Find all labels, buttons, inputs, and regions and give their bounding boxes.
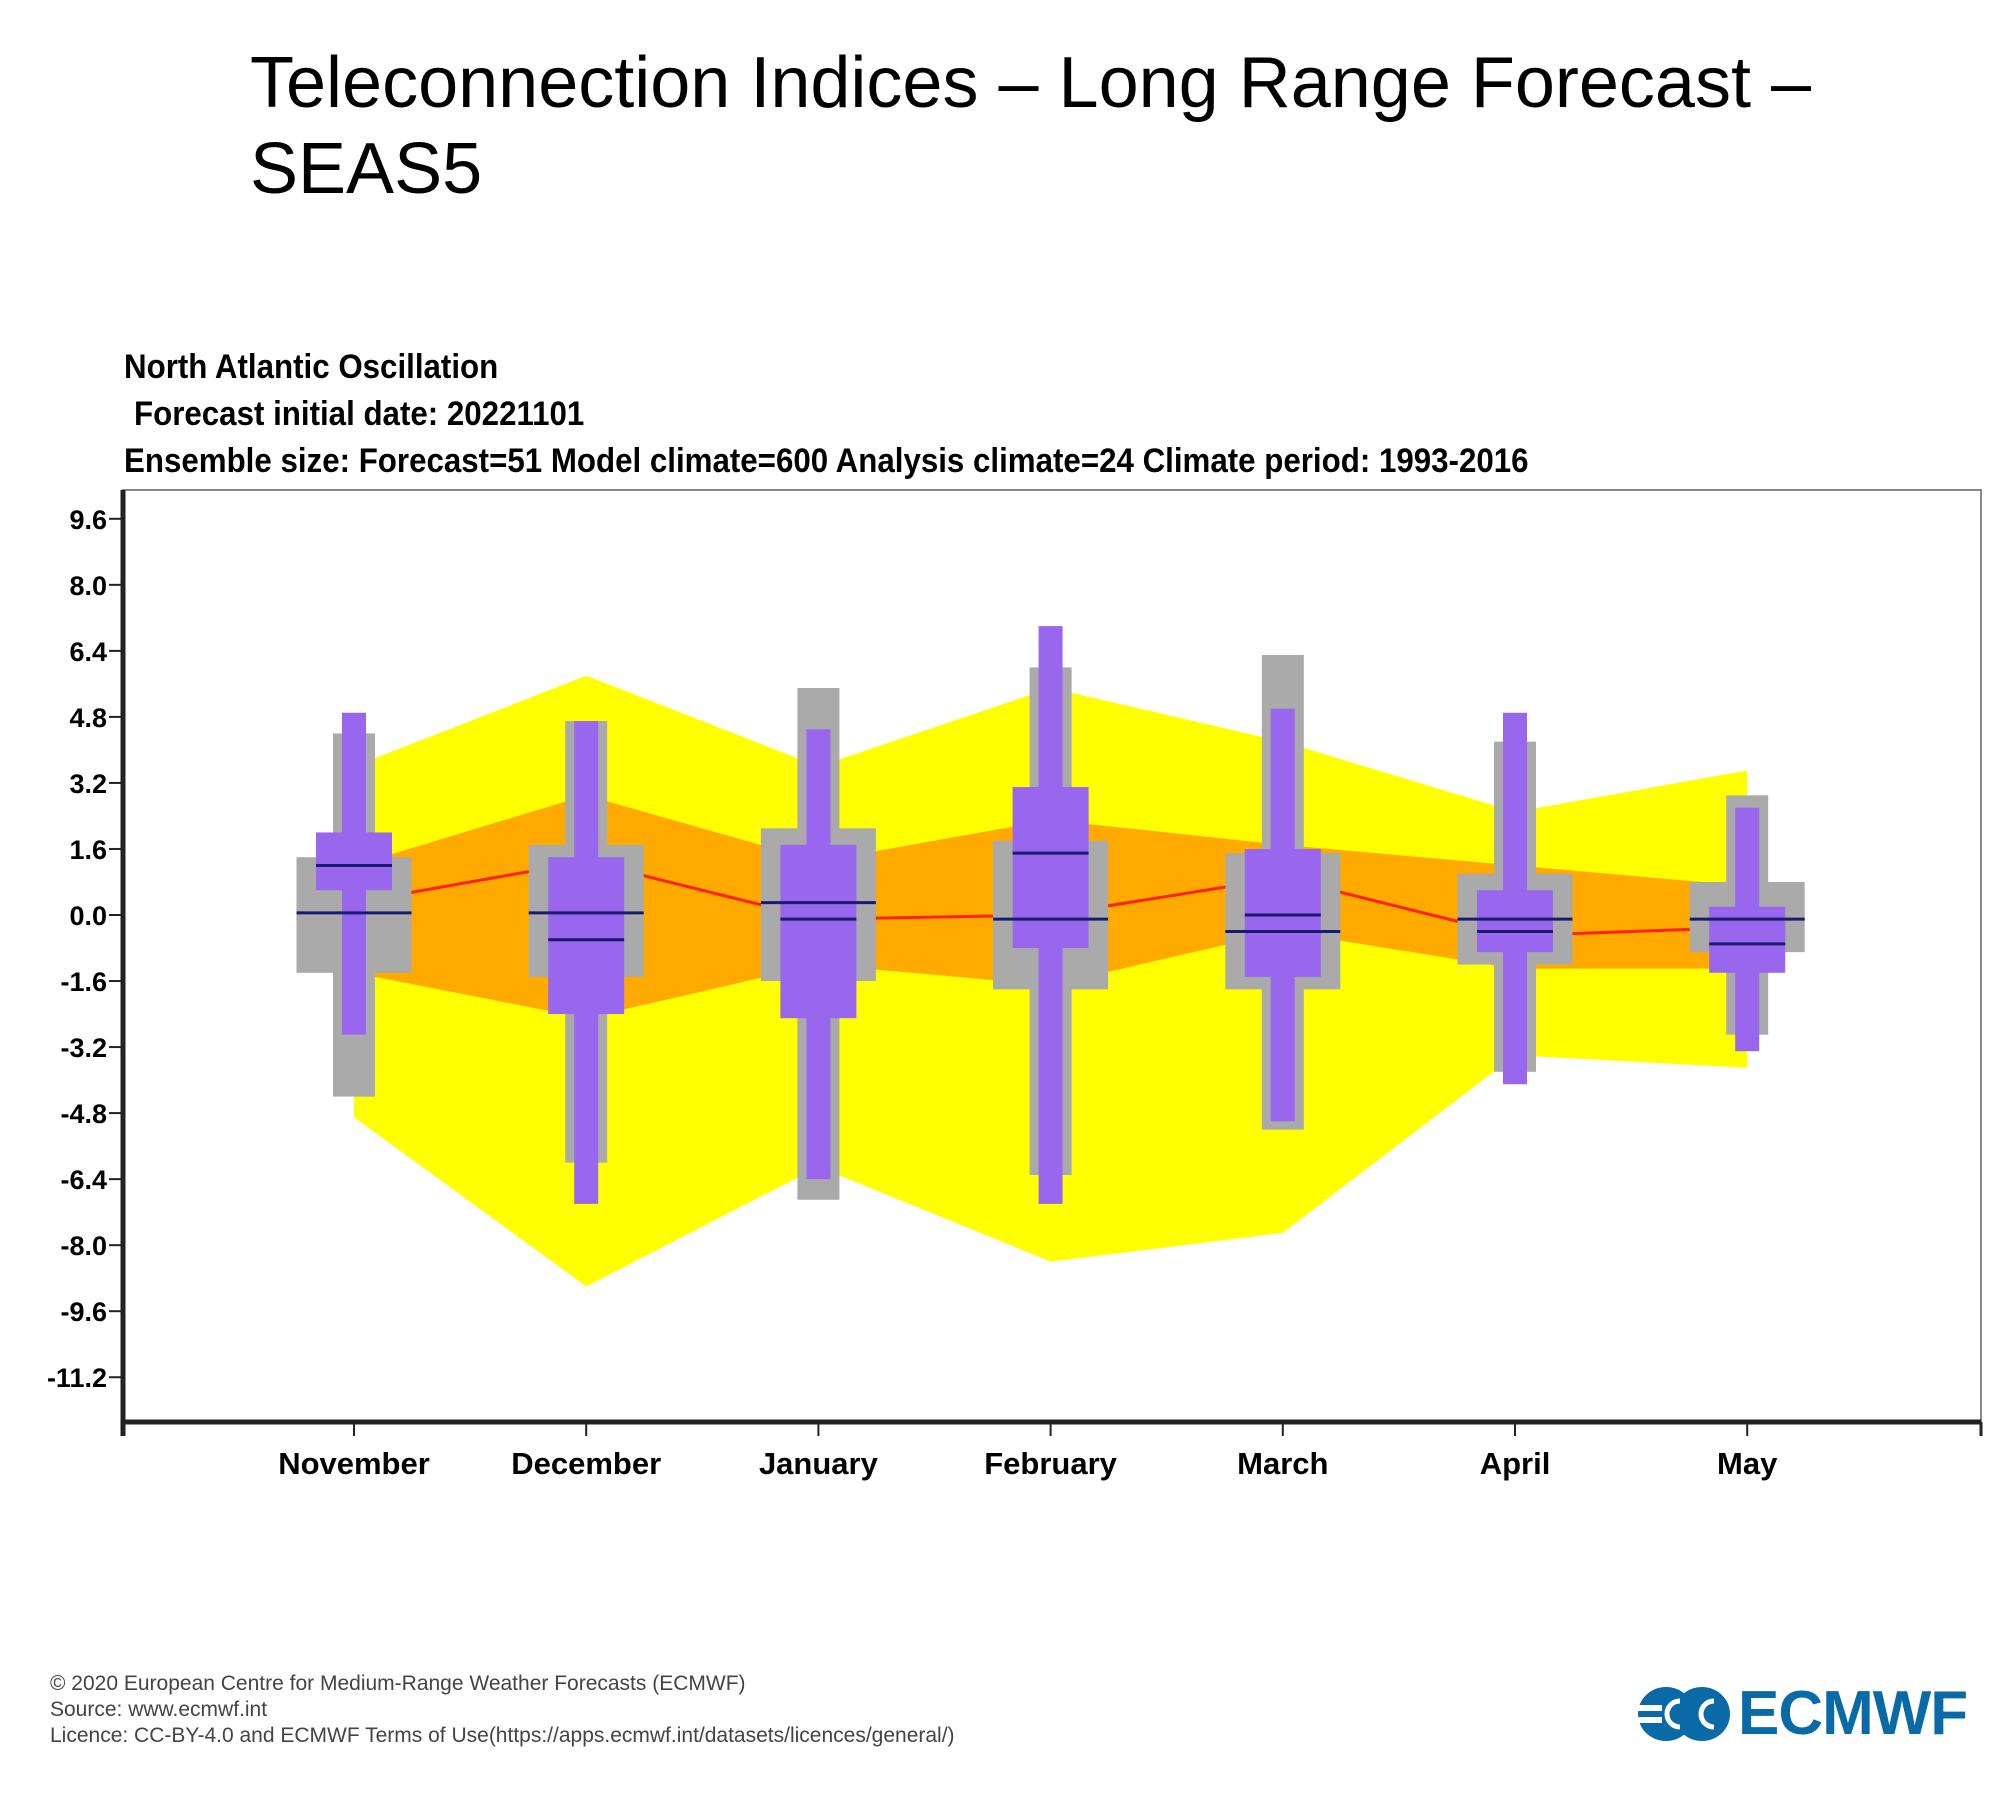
forecast-box — [1477, 890, 1553, 953]
x-tick-label: January — [759, 1446, 879, 1481]
forecast-box — [316, 832, 392, 891]
y-tick-label: 1.6 — [69, 835, 107, 865]
ecmwf-logo-text: ECMWF — [1738, 1679, 1968, 1748]
forecast-box — [1244, 848, 1321, 977]
ecmwf-logo: ECMWF — [1636, 1678, 1968, 1749]
y-tick-label: 3.2 — [69, 769, 107, 799]
ecmwf-globe-icon — [1636, 1686, 1730, 1741]
x-tick-label: May — [1717, 1446, 1778, 1481]
page-title: Teleconnection Indices – Long Range Fore… — [250, 43, 1812, 209]
y-tick-label: -1.6 — [60, 967, 107, 997]
footer-licence: Licence: CC-BY-4.0 and ECMWF Terms of Us… — [50, 1724, 955, 1747]
y-tick-label: 4.8 — [69, 703, 107, 733]
y-tick-label: -3.2 — [60, 1033, 107, 1063]
forecast-box — [1012, 787, 1089, 949]
chart-subtitle-ensemble: Ensemble size: Forecast=51 Model climate… — [124, 442, 1529, 480]
x-tick-label: February — [984, 1446, 1117, 1481]
box-plots — [296, 626, 1805, 1204]
forecast-box — [1709, 906, 1786, 973]
y-tick-label: -4.8 — [60, 1099, 107, 1129]
x-tick-label: November — [278, 1446, 430, 1481]
forecast-box — [548, 857, 625, 1015]
y-tick-label: 6.4 — [69, 637, 107, 667]
y-tick-label: 0.0 — [69, 901, 107, 931]
y-tick-label: -11.2 — [47, 1363, 107, 1393]
x-tick-label: December — [511, 1446, 661, 1481]
y-tick-label: -6.4 — [60, 1165, 107, 1195]
x-tick-label: March — [1237, 1446, 1328, 1481]
y-tick-label: -8.0 — [60, 1231, 107, 1261]
y-tick-label: 9.6 — [69, 505, 107, 535]
chart-title: North Atlantic Oscillation — [124, 348, 499, 386]
forecast-box — [780, 844, 857, 1019]
axes: 9.6 8.0 6.4 4.8 3.2 1.6 0.0 -1.6 -3.2 -4.8 -6.4 -8.… — [47, 490, 1983, 1481]
y-tick-label: -9.6 — [60, 1297, 107, 1327]
footer-source: Source: www.ecmwf.int — [50, 1698, 268, 1721]
x-tick-label: April — [1480, 1446, 1551, 1481]
footer-copyright: © 2020 European Centre for Medium-Range … — [50, 1672, 746, 1695]
chart-subtitle-initial-date: Forecast initial date: 20221101 — [134, 395, 585, 433]
y-tick-label: 8.0 — [69, 571, 107, 601]
